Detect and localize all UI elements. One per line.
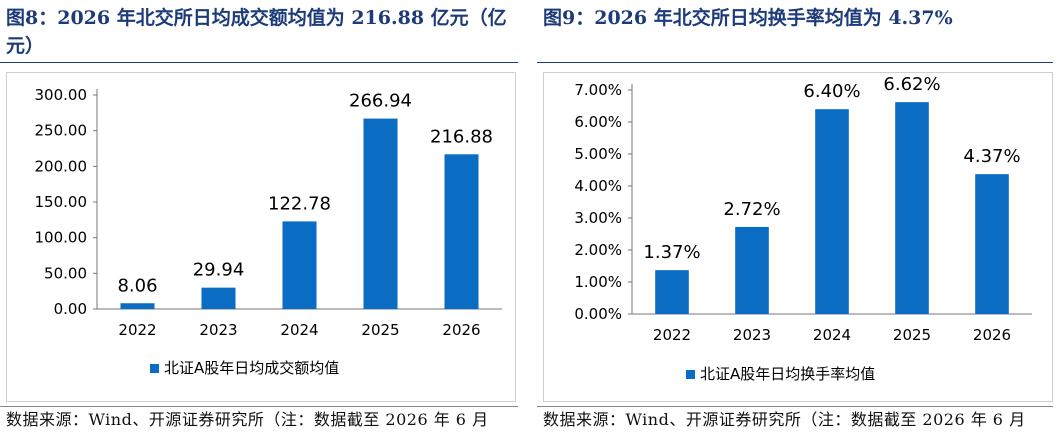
x-tick-label: 2026 xyxy=(973,326,1011,344)
data-label: 4.37% xyxy=(963,146,1020,167)
data-label: 122.78 xyxy=(268,193,331,214)
source-note: 数据来源：Wind、开源证券研究所（注：数据截至 2026 年 6 月 xyxy=(6,410,489,429)
data-label: 1.37% xyxy=(643,242,700,263)
x-tick-label: 2024 xyxy=(813,326,851,344)
legend: 北证A股年日均换手率均值 xyxy=(686,365,875,383)
source-divider xyxy=(0,406,518,407)
x-tick-label: 2023 xyxy=(733,326,771,344)
bar-2023 xyxy=(735,226,769,314)
chart-panel-turnover-rate: 图9：2026 年北交所日均换手率均值为 4.37% 0.00% 1.00% 2.0… xyxy=(537,0,1057,436)
bar-2026 xyxy=(975,174,1009,314)
x-tick-label: 2024 xyxy=(280,321,318,339)
chart-frame: 0.00 50.00 100.00 150.00 200.00 250.00 300.00 2… xyxy=(6,72,516,402)
legend-label: 北证A股年日均成交额均值 xyxy=(164,359,339,377)
x-tick-label: 2025 xyxy=(361,321,399,339)
data-label: 6.40% xyxy=(803,81,860,102)
data-label: 6.62% xyxy=(883,74,940,95)
y-tick-label: 250.00 xyxy=(35,122,88,140)
figure-title: 图8：2026 年北交所日均成交额均值为 216.88 亿元（亿元） xyxy=(6,7,507,57)
y-tick-label: 7.00% xyxy=(574,81,622,99)
bar-2024 xyxy=(815,109,849,314)
y-tick-label: 4.00% xyxy=(574,177,622,195)
x-tick-label: 2023 xyxy=(199,321,237,339)
y-tick-label: 300.00 xyxy=(35,86,88,104)
y-tick-label: 2.00% xyxy=(574,241,622,259)
chart-frame: 0.00% 1.00% 2.00% 3.00% 4.00% 5.00% 6.00% 7.00%… xyxy=(543,72,1053,402)
legend: 北证A股年日均成交额均值 xyxy=(150,359,339,377)
y-tick-label: 100.00 xyxy=(35,229,88,247)
title-divider xyxy=(0,62,518,63)
data-label: 216.88 xyxy=(430,126,493,147)
y-tick-label: 0.00% xyxy=(574,305,622,323)
bar-2022 xyxy=(655,270,689,314)
bar-2024 xyxy=(282,221,317,309)
legend-swatch xyxy=(150,364,159,373)
y-tick-label: 50.00 xyxy=(44,264,87,282)
data-label: 2.72% xyxy=(723,199,780,220)
bar-chart-turnover-rate: 0.00% 1.00% 2.00% 3.00% 4.00% 5.00% 6.00% 7.00%… xyxy=(574,74,1032,383)
legend-swatch xyxy=(686,370,695,379)
chart-panel-turnover-amount: 图8：2026 年北交所日均成交额均值为 216.88 亿元（亿元） 0.00 5… xyxy=(0,0,522,436)
data-label: 29.94 xyxy=(193,260,245,281)
bar-2022 xyxy=(120,303,155,309)
x-tick-label: 2022 xyxy=(653,326,691,344)
title-divider xyxy=(537,62,1053,63)
bar-2026 xyxy=(444,154,479,309)
source-note: 数据来源：Wind、开源证券研究所（注：数据截至 2026 年 6 月 xyxy=(543,410,1026,429)
bar-2023 xyxy=(201,287,236,309)
bar-2025 xyxy=(895,102,929,314)
x-tick-label: 2026 xyxy=(442,321,480,339)
y-tick-label: 150.00 xyxy=(35,193,88,211)
y-tick-label: 1.00% xyxy=(574,273,622,291)
legend-label: 北证A股年日均换手率均值 xyxy=(700,365,875,383)
x-tick-label: 2022 xyxy=(118,321,156,339)
y-tick-label: 0.00 xyxy=(54,300,87,318)
y-tick-label: 5.00% xyxy=(574,145,622,163)
data-label: 8.06 xyxy=(117,275,157,296)
bar-chart-turnover-amount: 0.00 50.00 100.00 150.00 200.00 250.00 300.00 2… xyxy=(35,86,502,377)
x-tick-label: 2025 xyxy=(893,326,931,344)
figure-title: 图9：2026 年北交所日均换手率均值为 4.37% xyxy=(543,7,953,29)
source-divider xyxy=(537,406,1053,407)
y-tick-label: 6.00% xyxy=(574,113,622,131)
bar-2025 xyxy=(363,118,398,309)
y-tick-label: 3.00% xyxy=(574,209,622,227)
y-tick-label: 200.00 xyxy=(35,157,88,175)
data-label: 266.94 xyxy=(349,91,412,112)
